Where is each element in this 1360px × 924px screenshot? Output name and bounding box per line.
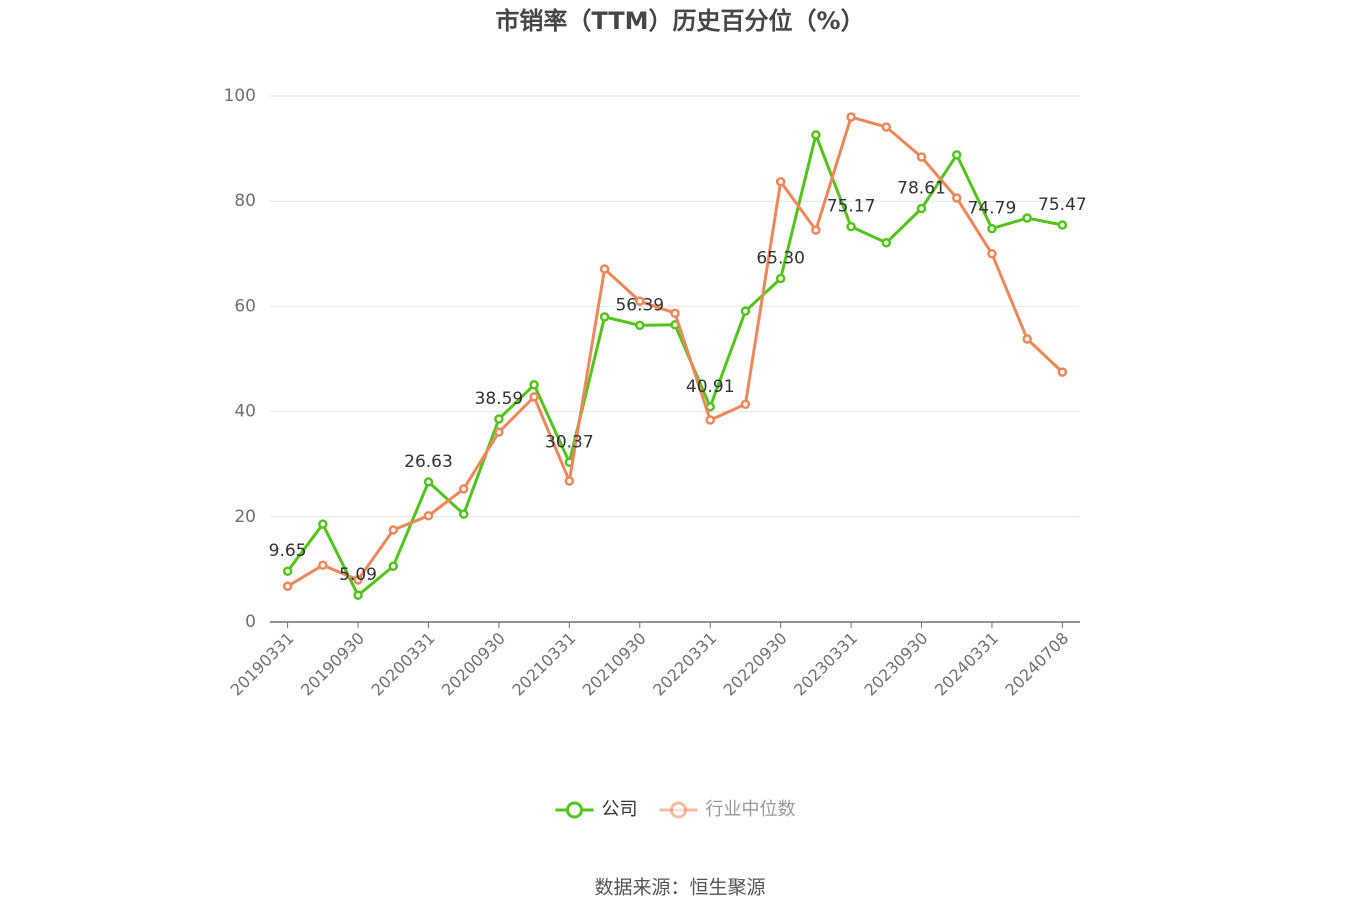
data-point <box>529 380 539 390</box>
data-point <box>494 414 504 424</box>
y-tick-label: 20 <box>234 507 256 527</box>
y-tick-label: 40 <box>234 402 256 422</box>
y-tick-label: 60 <box>234 296 256 316</box>
data-point <box>1022 213 1032 223</box>
data-label: 65.30 <box>756 249 805 269</box>
data-point <box>318 519 328 529</box>
data-point <box>388 525 399 535</box>
y-tick-label: 100 <box>224 86 256 106</box>
data-label: 74.79 <box>968 199 1017 219</box>
data-point <box>599 264 610 274</box>
data-point <box>635 296 645 306</box>
data-point <box>740 306 751 316</box>
data-label: 26.63 <box>404 452 453 472</box>
data-point <box>458 484 469 494</box>
x-tick-label: 20190930 <box>297 629 368 700</box>
data-point <box>1022 334 1032 344</box>
data-point <box>881 122 892 132</box>
y-tick-label: 80 <box>234 191 256 211</box>
data-point <box>353 590 363 600</box>
x-tick-label: 20240331 <box>931 629 1002 700</box>
data-point <box>282 566 293 576</box>
data-point <box>951 193 962 203</box>
x-tick-label: 20200331 <box>367 629 438 700</box>
data-point <box>811 130 821 140</box>
source: 数据来源：恒生聚源 <box>594 877 765 899</box>
data-point <box>916 152 927 162</box>
data-point <box>1057 220 1068 230</box>
data-point <box>318 560 328 570</box>
data-point <box>670 308 680 318</box>
data-label: 5.09 <box>339 565 377 585</box>
x-tick-label: 20220930 <box>720 629 791 700</box>
x-tick-label: 20230331 <box>790 629 861 700</box>
legend-marker <box>566 801 583 819</box>
data-point <box>987 223 997 234</box>
data-point <box>705 415 715 425</box>
data-label: 75.47 <box>1038 195 1087 215</box>
data-point <box>494 427 504 437</box>
data-label: 30.37 <box>545 432 594 452</box>
data-label: 9.65 <box>269 541 307 561</box>
data-point <box>564 476 575 486</box>
data-point <box>635 320 645 331</box>
data-point <box>423 510 434 521</box>
data-label: 75.17 <box>827 197 876 217</box>
data-point <box>599 312 610 322</box>
data-point <box>951 150 962 160</box>
data-point <box>388 561 399 571</box>
x-tick-label: 20190331 <box>227 629 298 700</box>
data-point <box>1057 367 1068 377</box>
data-point <box>775 273 786 284</box>
legend-label: 行业中位数 <box>706 799 796 820</box>
x-tick-label: 20210930 <box>579 629 650 700</box>
data-point <box>282 581 293 591</box>
data-point <box>423 477 434 487</box>
chart-title: 市销率（TTM）历史百分位（%） <box>495 7 864 35</box>
data-point <box>846 221 856 232</box>
legend-marker <box>670 801 687 819</box>
x-tick-label: 20220331 <box>649 629 720 700</box>
legend-label: 公司 <box>602 799 638 820</box>
data-label: 38.59 <box>475 389 524 409</box>
x-tick-label: 20210331 <box>508 629 579 700</box>
data-label: 40.91 <box>686 377 735 397</box>
data-point <box>458 509 469 519</box>
data-point <box>881 238 892 248</box>
data-point <box>353 575 363 585</box>
data-label: 56.39 <box>615 295 664 315</box>
data-point <box>529 392 539 402</box>
y-tick-label: 0 <box>245 612 256 632</box>
data-point <box>740 399 751 409</box>
x-tick-label: 20240708 <box>1001 629 1072 700</box>
x-tick-label: 20200930 <box>438 629 509 700</box>
data-point <box>916 203 927 214</box>
data-label: 78.61 <box>897 179 946 199</box>
series-line <box>286 115 1064 588</box>
data-point <box>987 249 997 259</box>
data-point <box>846 112 856 122</box>
x-tick-label: 20230930 <box>861 629 932 700</box>
data-point <box>811 225 821 235</box>
data-point <box>775 176 786 187</box>
